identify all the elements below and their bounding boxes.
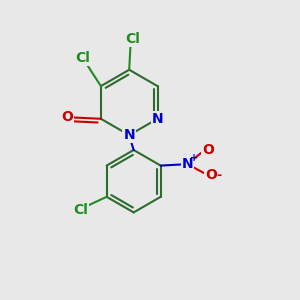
Text: O: O <box>205 168 217 182</box>
Text: Cl: Cl <box>73 203 88 217</box>
Text: O: O <box>202 143 214 157</box>
Text: O: O <box>61 110 73 124</box>
Text: N: N <box>123 128 135 142</box>
Text: -: - <box>217 169 222 182</box>
Text: N: N <box>182 157 193 171</box>
Text: Cl: Cl <box>76 51 91 65</box>
Text: N: N <box>152 112 163 126</box>
Text: Cl: Cl <box>126 32 140 46</box>
Text: +: + <box>190 153 198 163</box>
